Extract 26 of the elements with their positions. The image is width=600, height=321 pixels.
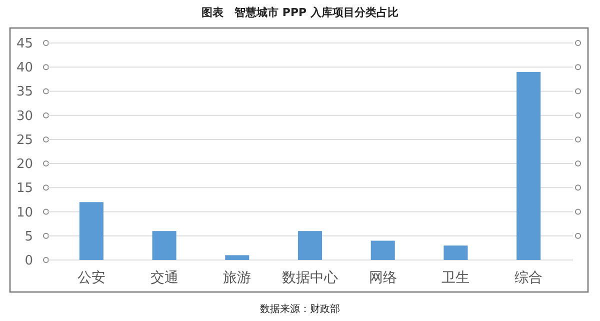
y-tick-label: 25 — [16, 132, 33, 148]
y-tick-label: 10 — [16, 205, 33, 220]
source-note: 数据来源：财政部 — [260, 303, 340, 315]
x-tick-label: 数据中心 — [282, 270, 338, 286]
bar — [444, 246, 468, 260]
y-tick-label: 30 — [16, 108, 33, 124]
x-tick-label: 旅游 — [223, 270, 252, 286]
y-tick-label: 45 — [16, 36, 33, 52]
bar — [298, 231, 322, 260]
x-tick-label: 公安 — [77, 270, 106, 286]
bar — [79, 202, 104, 260]
y-tick-label: 0 — [24, 254, 33, 268]
x-tick-label: 交通 — [150, 270, 178, 286]
x-tick-label: 卫生 — [442, 270, 470, 286]
y-tick-label: 40 — [16, 60, 33, 76]
y-tick-label: 15 — [16, 181, 33, 196]
bar — [516, 72, 541, 260]
chart-title: 图表 智慧城市 PPP 入库项目分类占比 — [202, 6, 398, 19]
y-tick-label: 20 — [16, 157, 33, 172]
bar — [152, 231, 176, 260]
x-tick-label: 网络 — [368, 270, 397, 286]
y-tick-label: 5 — [24, 229, 33, 244]
y-tick-label: 35 — [16, 84, 33, 100]
bar — [225, 255, 250, 260]
x-tick-label: 综合 — [514, 270, 543, 286]
bar — [370, 240, 395, 260]
